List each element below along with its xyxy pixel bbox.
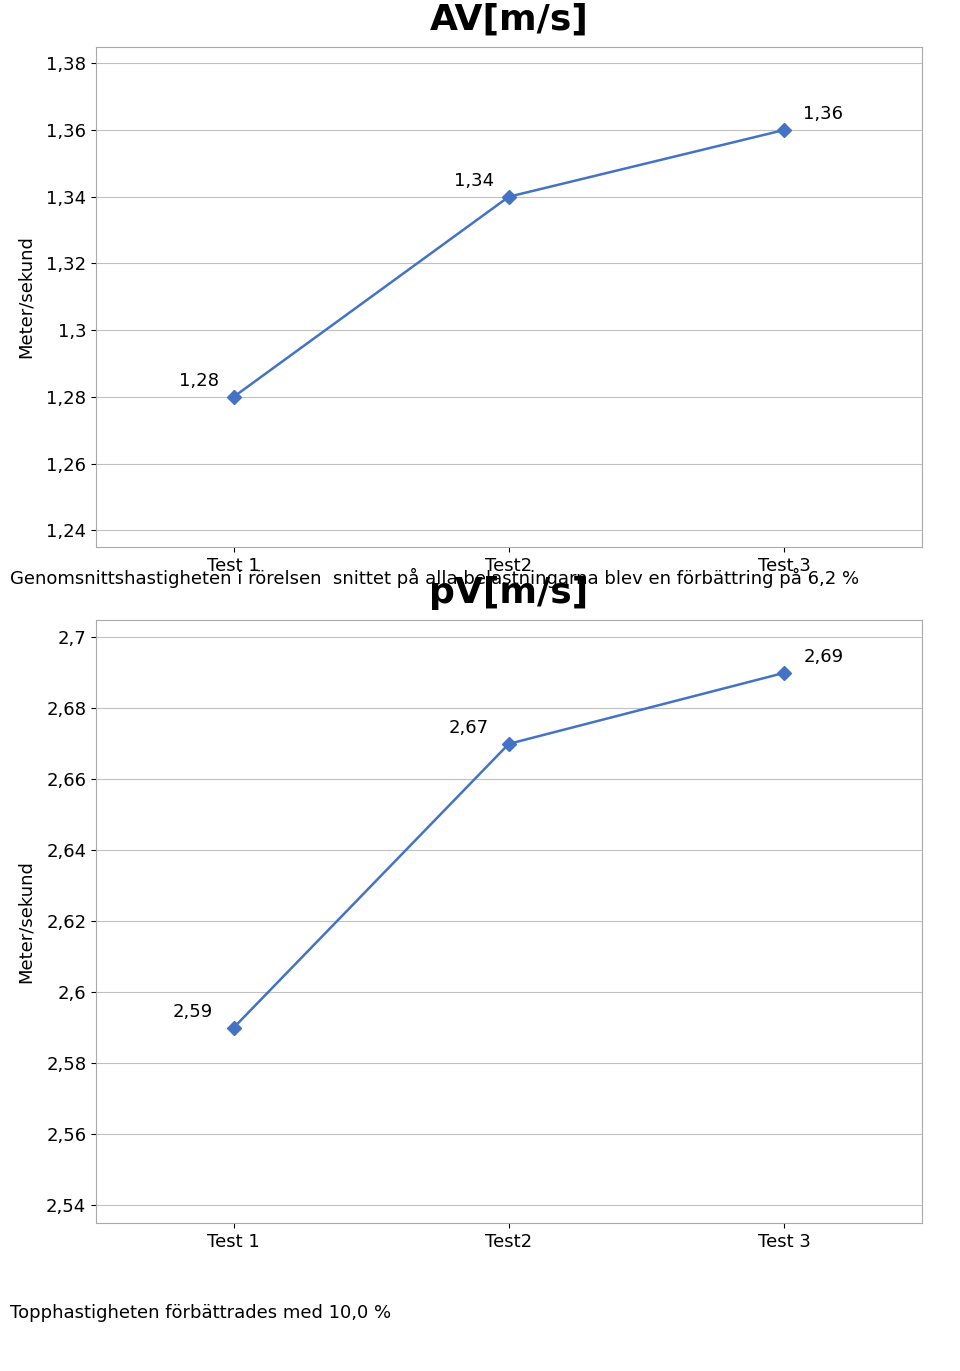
Y-axis label: Meter/sekund: Meter/sekund [17, 236, 36, 358]
Text: 1,28: 1,28 [179, 373, 219, 391]
Title: pV[m/s]: pV[m/s] [429, 576, 588, 610]
Text: 1,36: 1,36 [804, 106, 843, 123]
Text: 2,59: 2,59 [173, 1002, 213, 1020]
Y-axis label: Meter/sekund: Meter/sekund [17, 860, 35, 983]
Text: Genomsnittshastigheten i rörelsen  snittet på alla belastningarna blev en förbät: Genomsnittshastigheten i rörelsen snitte… [10, 568, 859, 588]
Text: 2,69: 2,69 [804, 648, 844, 666]
Text: 1,34: 1,34 [454, 173, 493, 191]
Text: 2,67: 2,67 [448, 718, 489, 736]
Text: Topphastigheten förbättrades med 10,0 %: Topphastigheten förbättrades med 10,0 % [10, 1304, 391, 1323]
Title: AV[m/s]: AV[m/s] [429, 3, 588, 37]
